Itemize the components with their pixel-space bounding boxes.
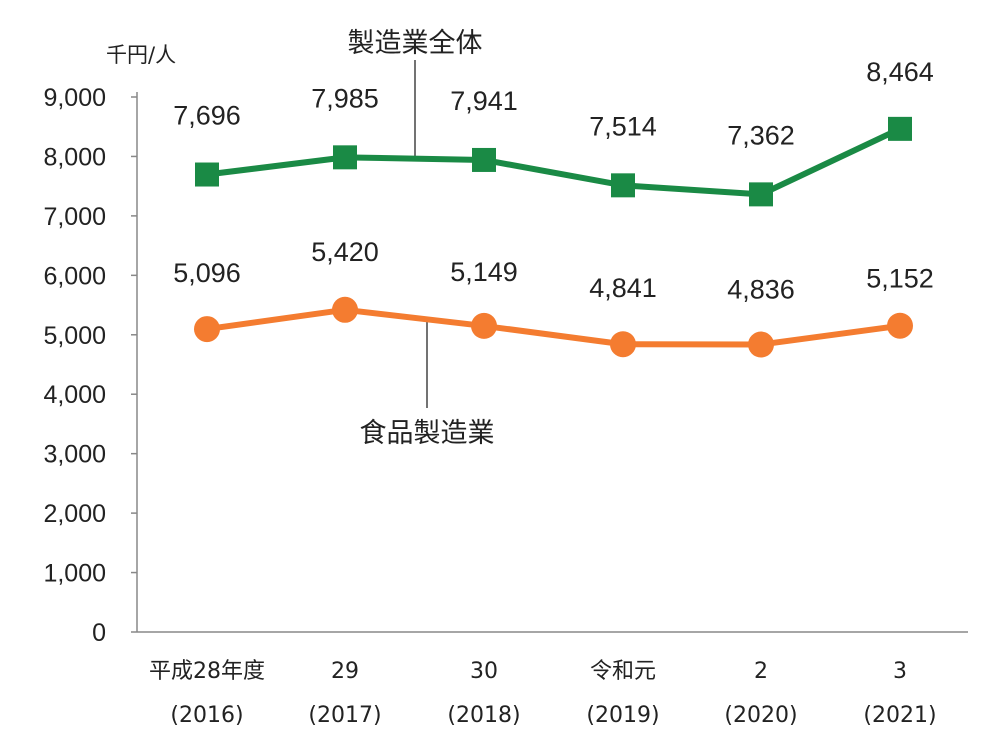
series-name-label: 製造業全体 — [348, 28, 483, 59]
series-line — [206, 306, 901, 348]
data-point-marker — [472, 147, 496, 172]
y-tick-label: 9,000 — [43, 84, 106, 112]
data-label: 7,514 — [589, 111, 657, 141]
data-point-marker — [749, 182, 773, 207]
data-label: 8,464 — [866, 57, 934, 87]
y-tick-labels: 0 1,000 2,000 3,000 4,000 5,000 6,000 7,000 8,00… — [43, 84, 106, 647]
data-label: 7,941 — [450, 86, 518, 116]
y-tick-label: 0 — [92, 619, 106, 647]
x-tick-year-label: (2020) — [724, 703, 797, 728]
data-point-marker — [611, 173, 635, 198]
data-label: 5,420 — [311, 237, 379, 267]
x-tick-label: 2 — [754, 659, 768, 684]
data-point-marker — [194, 316, 220, 343]
axes — [131, 92, 968, 633]
x-tick-label: 令和元 — [590, 659, 656, 684]
data-labels: 7,696 7,985 7,941 7,514 7,362 8,464 5,096 5,420… — [173, 57, 934, 305]
series-lines — [206, 126, 902, 348]
data-label: 4,836 — [727, 275, 795, 305]
data-point-marker — [888, 116, 912, 141]
x-tick-year-label: (2016) — [170, 703, 243, 728]
series-line — [206, 126, 902, 198]
series-markers — [194, 116, 913, 358]
data-label: 4,841 — [589, 273, 657, 303]
y-tick-label: 1,000 — [43, 560, 106, 588]
data-point-marker — [332, 296, 358, 323]
data-point-marker — [471, 312, 497, 339]
data-label: 5,149 — [450, 257, 518, 287]
data-label: 7,696 — [173, 101, 241, 131]
data-label: 5,152 — [866, 264, 934, 294]
y-tick-label: 8,000 — [43, 143, 106, 171]
data-point-marker — [887, 312, 913, 339]
y-tick-label: 2,000 — [43, 500, 106, 528]
x-tick-label: 29 — [331, 659, 359, 684]
data-label: 7,985 — [311, 83, 379, 113]
data-point-marker — [333, 145, 357, 170]
x-tick-labels: 平成28年度 (2016) 29 (2017) 30 (2018) 令和元 (2019) 2 (2… — [149, 659, 937, 728]
y-tick-label: 7,000 — [43, 203, 106, 231]
series-name-label: 食品製造業 — [360, 418, 495, 449]
y-tick-label: 4,000 — [43, 381, 106, 409]
x-tick-year-label: (2018) — [447, 703, 520, 728]
x-tick-year-label: (2021) — [863, 703, 936, 728]
data-point-marker — [610, 331, 636, 358]
y-tick-label: 3,000 — [43, 441, 106, 469]
x-tick-label: 3 — [893, 659, 907, 684]
data-label: 5,096 — [173, 258, 241, 288]
y-tick-label: 5,000 — [43, 322, 106, 350]
data-point-marker — [748, 331, 774, 358]
y-axis-unit-label: 千円/人 — [106, 43, 176, 67]
x-tick-year-label: (2019) — [586, 703, 659, 728]
data-point-marker — [195, 162, 219, 187]
y-tick-label: 6,000 — [43, 262, 106, 290]
data-label: 7,362 — [727, 120, 795, 150]
x-tick-label: 平成28年度 — [149, 659, 265, 684]
x-tick-year-label: (2017) — [308, 703, 381, 728]
x-tick-label: 30 — [470, 659, 498, 684]
series-label-leaders — [414, 60, 428, 408]
